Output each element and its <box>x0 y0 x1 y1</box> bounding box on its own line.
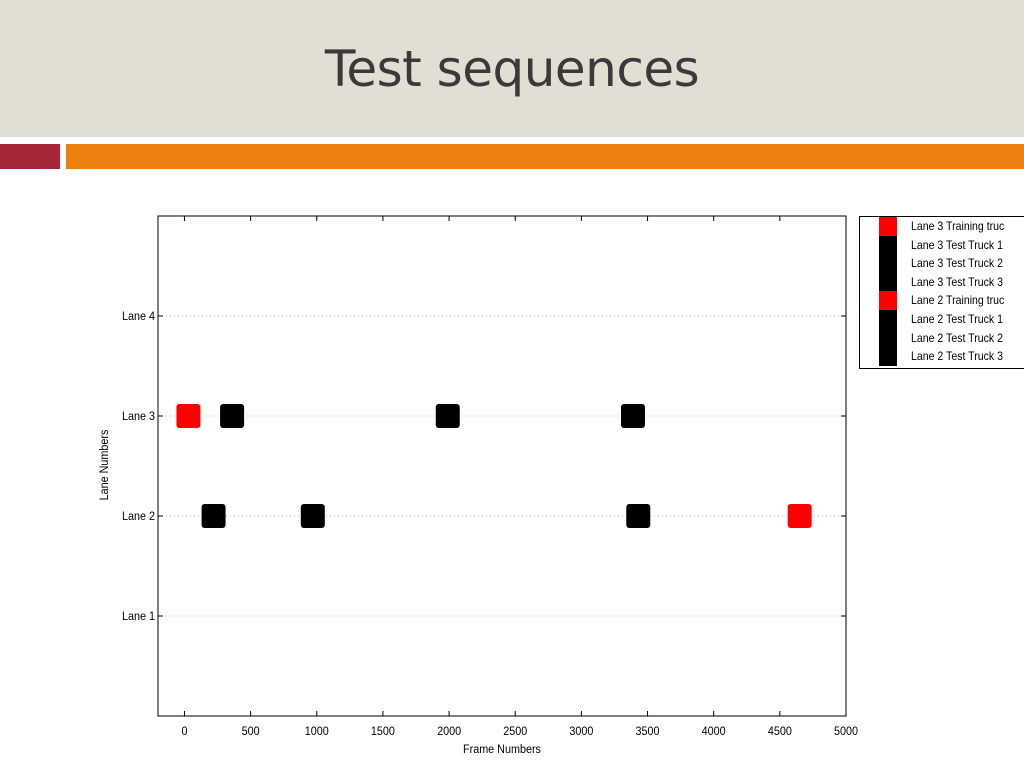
y-tick-label: Lane 4 <box>122 311 156 324</box>
legend-item: Lane 2 Test Truck 3 <box>860 347 1024 367</box>
y-tick-label: Lane 1 <box>122 611 155 624</box>
data-point-marker <box>220 404 245 428</box>
legend-label: Lane 3 Training truc <box>911 219 1005 233</box>
data-point-marker <box>787 504 812 528</box>
legend-label: Lane 2 Test Truck 1 <box>911 312 1003 326</box>
legend-item: Lane 3 Test Truck 3 <box>860 272 1024 292</box>
y-axis-label: Lane Numbers <box>99 429 112 500</box>
legend-swatch <box>879 235 897 255</box>
y-tick-label: Lane 2 <box>122 511 155 524</box>
legend-label: Lane 2 Test Truck 3 <box>911 349 1003 364</box>
y-tick-label: Lane 3 <box>122 411 155 424</box>
x-tick-label: 2500 <box>503 726 527 739</box>
accent-bar-orange <box>66 144 1024 169</box>
legend-swatch <box>879 328 897 348</box>
slide-title: Test sequences <box>324 40 700 98</box>
x-tick-label: 2000 <box>437 726 461 739</box>
x-tick-label: 3000 <box>569 726 593 739</box>
x-tick-label: 1000 <box>305 726 329 739</box>
legend-item: Lane 2 Test Truck 1 <box>860 310 1024 329</box>
legend-swatch <box>879 254 897 274</box>
data-point-marker <box>300 504 325 528</box>
data-point-marker <box>176 404 201 428</box>
accent-bar-red <box>0 144 60 169</box>
legend-swatch <box>879 272 897 292</box>
data-point-marker <box>201 504 226 528</box>
x-axis-label: Frame Numbers <box>463 744 541 757</box>
legend-swatch <box>879 217 897 236</box>
data-point-marker <box>626 504 651 528</box>
legend-label: Lane 2 Test Truck 2 <box>911 330 1003 345</box>
legend-swatch <box>879 310 897 329</box>
legend-item: Lane 3 Training truc <box>860 217 1024 236</box>
legend-swatch <box>879 291 897 311</box>
x-tick-label: 4500 <box>768 726 792 739</box>
legend-label: Lane 3 Test Truck 3 <box>911 274 1003 289</box>
legend-swatch <box>879 347 897 367</box>
legend-item: Lane 3 Test Truck 1 <box>860 235 1024 255</box>
title-band <box>0 0 1024 137</box>
x-tick-label: 1500 <box>371 726 395 739</box>
legend-label: Lane 3 Test Truck 1 <box>911 237 1003 252</box>
x-tick-label: 4000 <box>702 726 726 739</box>
legend-item: Lane 3 Test Truck 2 <box>860 254 1024 274</box>
plot-frame <box>157 215 847 717</box>
legend-item: Lane 2 Test Truck 2 <box>860 328 1024 348</box>
data-point-marker <box>620 404 645 428</box>
x-tick-label: 500 <box>242 726 260 739</box>
data-point-marker <box>435 404 460 428</box>
legend-label: Lane 3 Test Truck 2 <box>911 256 1003 271</box>
chart-legend: Lane 3 Training truc Lane 3 Test Truck 1 L… <box>859 216 1024 369</box>
legend-item: Lane 2 Training truc <box>860 291 1024 311</box>
x-tick-label: 0 <box>181 726 187 739</box>
x-tick-label: 5000 <box>834 726 858 739</box>
legend-label: Lane 2 Training truc <box>911 293 1005 308</box>
x-tick-label: 3500 <box>636 726 660 739</box>
